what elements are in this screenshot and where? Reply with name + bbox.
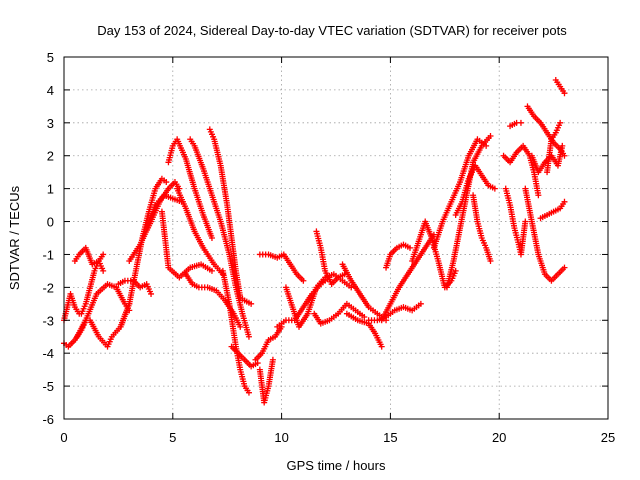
data-point — [559, 142, 566, 149]
y-tick-label: 2 — [47, 149, 54, 164]
data-point — [417, 300, 424, 307]
series-trace-07 — [115, 277, 155, 297]
series-trace-35 — [470, 192, 494, 265]
data-point — [561, 198, 568, 205]
data-point — [535, 192, 542, 199]
data-point — [245, 333, 252, 340]
data-point — [163, 179, 170, 186]
series-trace-42 — [537, 198, 568, 222]
y-tick-label: 5 — [47, 50, 54, 65]
x-tick-label: 0 — [60, 430, 67, 445]
data-point — [269, 356, 276, 363]
series-trace-21 — [256, 356, 276, 406]
series-trace-37 — [502, 185, 529, 258]
data-point — [100, 251, 107, 258]
data-point — [361, 313, 368, 320]
y-tick-label: 4 — [47, 83, 54, 98]
data-point — [100, 267, 107, 274]
y-axis-label: SDTVAR / TECUs — [7, 185, 22, 290]
data-point — [452, 267, 459, 274]
series-trace-38 — [507, 119, 524, 130]
x-tick-label: 25 — [601, 430, 615, 445]
y-tick-labels: -6 -5 -4 -3 -2 -1 0 1 2 3 4 5 — [42, 50, 54, 427]
series-trace-27 — [343, 310, 385, 350]
data-point — [208, 267, 215, 274]
series-trace-32 — [430, 136, 490, 251]
data-point — [517, 119, 524, 126]
y-tick-label: 3 — [47, 116, 54, 131]
series-trace-19 — [256, 251, 307, 284]
series-trace-20 — [252, 323, 285, 363]
y-tick-label: -4 — [42, 346, 54, 361]
data-point — [487, 258, 494, 265]
y-tick-label: -3 — [42, 313, 54, 328]
series-trace-05 — [74, 281, 133, 340]
chart-title: Day 153 of 2024, Sidereal Day-to-day VTE… — [97, 23, 567, 38]
data-point — [148, 290, 155, 297]
series-trace-04 — [78, 251, 107, 317]
data-point — [237, 323, 244, 330]
data-point — [522, 218, 529, 225]
grid-lines — [64, 57, 608, 419]
plot-frame — [63, 56, 609, 420]
series-trace-18 — [228, 343, 261, 370]
y-tick-label: -2 — [42, 280, 54, 295]
data-point — [487, 132, 494, 139]
x-tick-label: 5 — [169, 430, 176, 445]
series-trace-36 — [500, 142, 542, 199]
y-tick-label: -6 — [42, 412, 54, 427]
series-trace-43 — [544, 119, 564, 176]
series-trace-15 — [187, 136, 252, 340]
data-point — [248, 300, 255, 307]
y-tick-label: -5 — [42, 379, 54, 394]
x-tick-label: 20 — [492, 430, 506, 445]
series-trace-28 — [365, 300, 424, 324]
data-point — [378, 343, 385, 350]
data-point — [561, 264, 568, 271]
data-point — [406, 244, 413, 251]
series-trace-41 — [522, 185, 568, 284]
data-point — [491, 185, 498, 192]
series-trace-40 — [528, 142, 566, 176]
x-tick-labels: 0 5 10 15 20 25 — [60, 430, 615, 445]
series-trace-31 — [409, 218, 459, 291]
x-axis-label: GPS time / hours — [287, 458, 386, 473]
series-trace-30 — [383, 241, 413, 271]
series-trace-13 — [174, 185, 226, 278]
x-tick-label: 15 — [383, 430, 397, 445]
series-trace-24 — [311, 300, 368, 327]
data-point — [561, 152, 568, 159]
data-point — [300, 277, 307, 284]
y-tick-label: 1 — [47, 182, 54, 197]
data-point — [208, 235, 215, 241]
x-tick-label: 10 — [274, 430, 288, 445]
data-point — [245, 389, 252, 396]
series-trace-12 — [158, 208, 215, 281]
series-trace-17 — [219, 267, 252, 396]
data-points — [61, 77, 568, 406]
series-trace-34 — [452, 162, 498, 218]
series-trace-25 — [313, 228, 348, 288]
series-trace-16 — [206, 126, 255, 307]
series-trace-11 — [165, 136, 215, 241]
axis-ticks — [63, 56, 609, 420]
data-point — [557, 119, 564, 126]
y-tick-label: -1 — [42, 247, 54, 262]
series-trace-44 — [552, 77, 568, 97]
y-tick-label: 0 — [47, 215, 54, 230]
data-point — [561, 90, 568, 97]
